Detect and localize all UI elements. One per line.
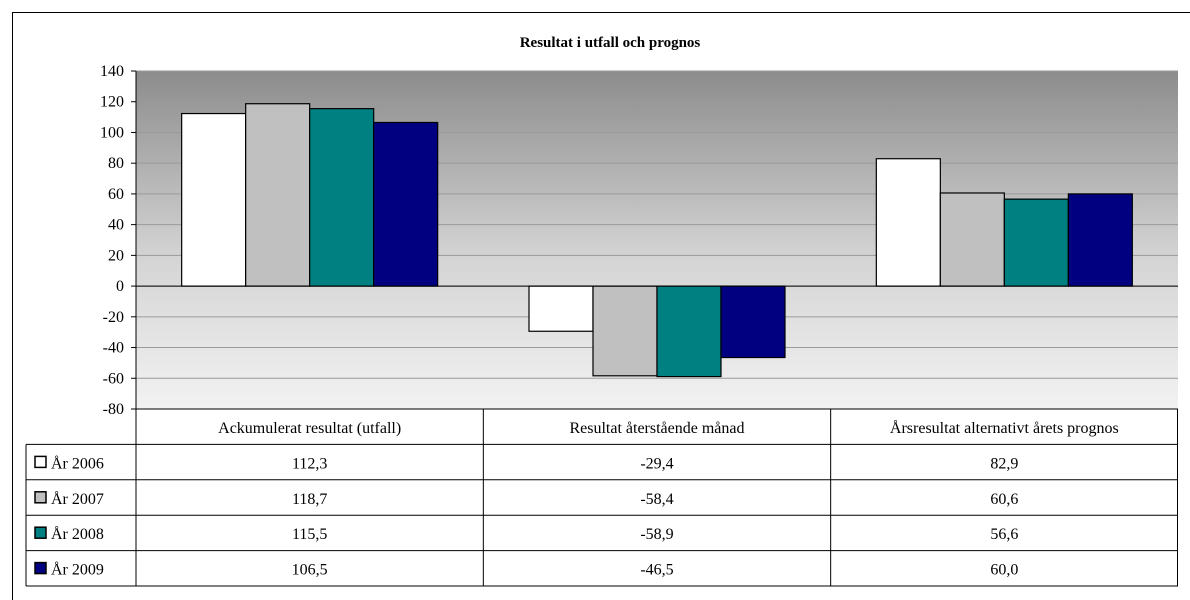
legend-label: År 2009 <box>51 561 104 579</box>
y-tick-label: 100 <box>100 124 124 141</box>
y-tick-label: -80 <box>103 401 124 418</box>
legend-label: År 2006 <box>51 454 104 472</box>
y-tick-label: 60 <box>108 186 124 203</box>
bar <box>656 285 722 378</box>
y-tick-label: 0 <box>116 278 124 295</box>
data-label: 112,3 <box>292 455 327 472</box>
bar <box>309 108 375 287</box>
data-label: 60,0 <box>990 562 1018 579</box>
data-label: -58,9 <box>640 526 673 543</box>
y-tick-label: 40 <box>108 217 124 234</box>
bar <box>1067 193 1133 287</box>
legend-label: År 2008 <box>51 525 104 543</box>
legend-key <box>34 455 47 469</box>
bar <box>592 285 658 377</box>
y-tick-label: 20 <box>108 247 124 264</box>
y-tick-label: 120 <box>100 94 124 111</box>
data-label: -46,5 <box>640 562 673 579</box>
y-tick-label: 140 <box>100 63 124 80</box>
data-label: 82,9 <box>990 455 1018 472</box>
y-tick-label: -60 <box>103 370 124 387</box>
bar <box>528 285 594 332</box>
legend-label: År 2007 <box>51 490 104 508</box>
data-label: 60,6 <box>990 491 1018 508</box>
bar <box>245 103 311 287</box>
data-label: 115,5 <box>292 526 327 543</box>
category-label: Ackumulerat resultat (utfall) <box>218 420 401 437</box>
data-label: -29,4 <box>640 455 673 472</box>
legend-key <box>34 491 47 504</box>
y-tick-label: 80 <box>108 155 124 172</box>
y-tick-label: -40 <box>103 340 124 357</box>
category-label: Årsresultat alternativt årets prognos <box>890 419 1119 437</box>
bar <box>939 192 1005 287</box>
bar <box>875 158 941 287</box>
data-label: -58,4 <box>640 491 673 508</box>
chart-frame <box>12 12 1190 600</box>
bar <box>373 121 439 287</box>
y-tick-label: -20 <box>103 309 124 326</box>
bar <box>181 112 247 287</box>
legend-key <box>34 526 47 539</box>
data-label: 56,6 <box>990 526 1018 543</box>
data-label: 106,5 <box>292 562 328 579</box>
category-label: Resultat återstående månad <box>569 420 744 437</box>
data-label: 118,7 <box>292 491 327 508</box>
legend-key <box>34 561 47 575</box>
bar <box>720 285 786 359</box>
chart-title: Resultat i utfall och prognos <box>520 35 701 51</box>
bar <box>1003 198 1069 287</box>
